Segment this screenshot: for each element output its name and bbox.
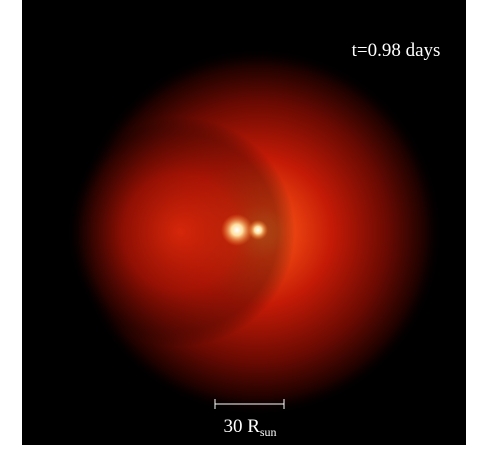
simulation-frame: t=0.98 days 30 Rsun: [0, 0, 488, 453]
scale-unit-subscript: sun: [260, 425, 277, 439]
time-label: t=0.98 days: [352, 40, 441, 61]
star-secondary: [248, 220, 268, 240]
page: t=0.98 days 30 Rsun (() => { const data …: [0, 0, 488, 453]
scale-value: 30 R: [223, 416, 260, 437]
